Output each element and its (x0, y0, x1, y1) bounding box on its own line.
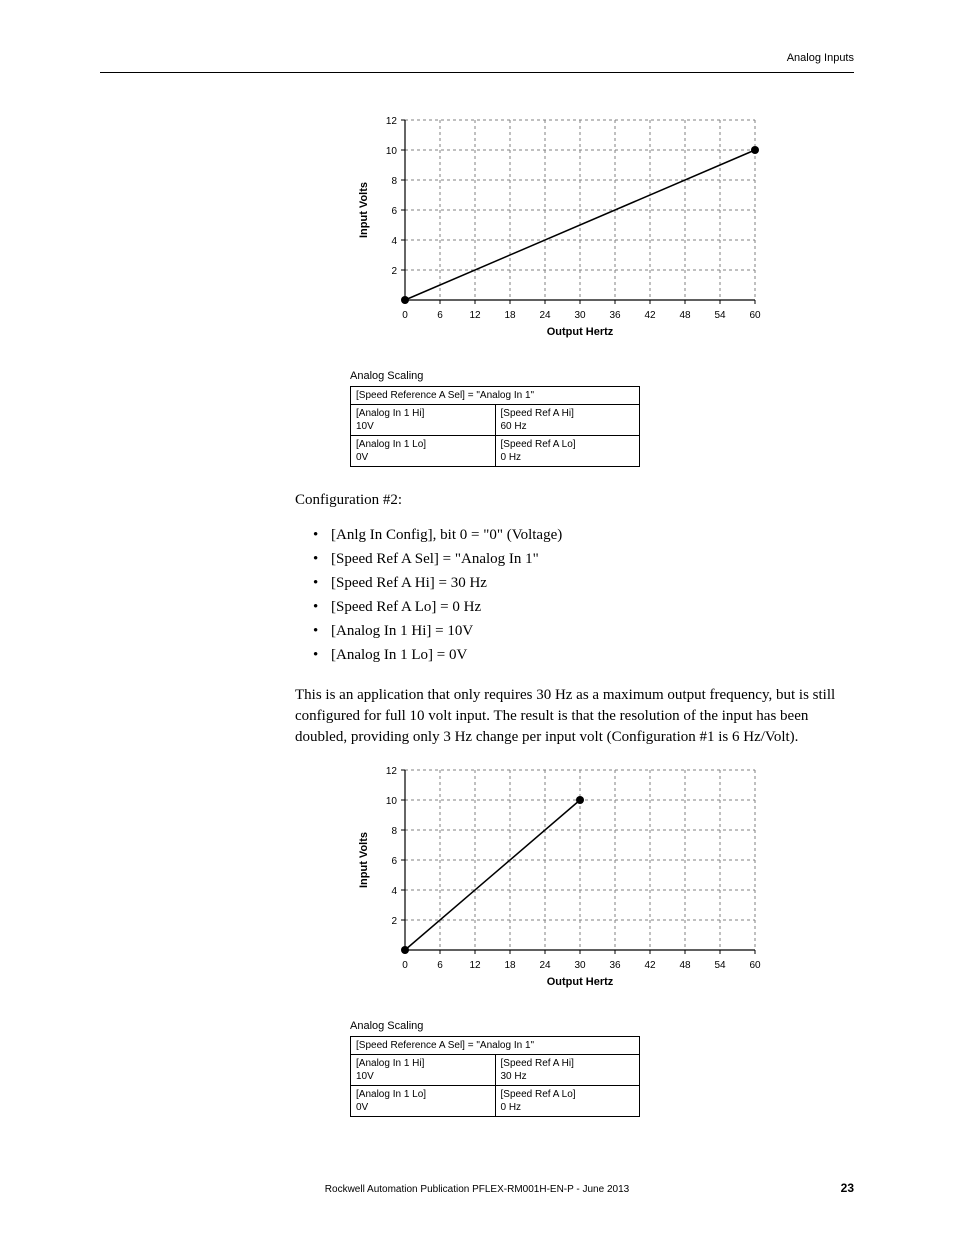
chart-1: 2468101206121824303642485460Output Hertz… (350, 110, 855, 345)
svg-text:30: 30 (574, 960, 586, 971)
config-title: Configuration #2: (295, 492, 855, 509)
svg-text:Input Volts: Input Volts (358, 832, 370, 888)
svg-text:18: 18 (504, 310, 516, 321)
chart-2: 2468101206121824303642485460Output Hertz… (350, 760, 855, 995)
svg-text:10: 10 (386, 796, 398, 807)
analog-scaling-table-1: Analog Scaling [Speed Reference A Sel] =… (350, 370, 855, 467)
svg-text:48: 48 (679, 960, 691, 971)
table-cell: [Speed Ref A Lo]0 Hz (495, 1086, 640, 1117)
svg-text:36: 36 (609, 960, 621, 971)
param-item: [Speed Ref A Hi] = 30 Hz (313, 571, 855, 595)
param-item: [Speed Ref A Sel] = "Analog In 1" (313, 547, 855, 571)
param-list: [Anlg In Config], bit 0 = "0" (Voltage)[… (295, 523, 855, 667)
svg-text:42: 42 (644, 310, 656, 321)
svg-text:0: 0 (402, 960, 408, 971)
svg-text:Output Hertz: Output Hertz (547, 326, 614, 338)
svg-text:60: 60 (749, 310, 761, 321)
table-cell: [Analog In 1 Lo]0V (351, 436, 496, 467)
svg-text:2: 2 (391, 916, 397, 927)
svg-text:18: 18 (504, 960, 516, 971)
svg-text:48: 48 (679, 310, 691, 321)
table-header-row: [Speed Reference A Sel] = "Analog In 1" (351, 1037, 640, 1055)
table-cell: [Analog In 1 Hi]10V (351, 1055, 496, 1086)
svg-text:54: 54 (714, 960, 726, 971)
svg-text:4: 4 (391, 236, 397, 247)
param-item: [Analog In 1 Hi] = 10V (313, 619, 855, 643)
param-item: [Analog In 1 Lo] = 0V (313, 643, 855, 667)
svg-text:6: 6 (391, 206, 397, 217)
table-cell: [Analog In 1 Hi]10V (351, 405, 496, 436)
svg-text:30: 30 (574, 310, 586, 321)
svg-text:2: 2 (391, 266, 397, 277)
svg-text:12: 12 (386, 766, 398, 777)
svg-text:6: 6 (437, 960, 443, 971)
svg-text:12: 12 (469, 310, 481, 321)
table-cell: [Speed Ref A Hi]60 Hz (495, 405, 640, 436)
svg-text:12: 12 (469, 960, 481, 971)
svg-text:6: 6 (437, 310, 443, 321)
page-number: 23 (841, 1181, 854, 1195)
table-cell: [Speed Ref A Hi]30 Hz (495, 1055, 640, 1086)
param-item: [Anlg In Config], bit 0 = "0" (Voltage) (313, 523, 855, 547)
svg-text:0: 0 (402, 310, 408, 321)
svg-text:6: 6 (391, 856, 397, 867)
header-rule (100, 72, 854, 73)
svg-text:8: 8 (391, 176, 397, 187)
page-header-title: Analog Inputs (787, 52, 854, 64)
svg-text:36: 36 (609, 310, 621, 321)
svg-text:12: 12 (386, 116, 398, 127)
footer-publication: Rockwell Automation Publication PFLEX-RM… (0, 1184, 954, 1195)
svg-text:42: 42 (644, 960, 656, 971)
config-description: This is an application that only require… (295, 685, 855, 748)
table-header-row: [Speed Reference A Sel] = "Analog In 1" (351, 387, 640, 405)
svg-text:Input Volts: Input Volts (358, 182, 370, 238)
analog-scaling-table-2: Analog Scaling [Speed Reference A Sel] =… (350, 1020, 855, 1117)
svg-text:60: 60 (749, 960, 761, 971)
svg-text:8: 8 (391, 826, 397, 837)
table-caption: Analog Scaling (350, 370, 855, 382)
svg-text:4: 4 (391, 886, 397, 897)
table-cell: [Analog In 1 Lo]0V (351, 1086, 496, 1117)
table-caption: Analog Scaling (350, 1020, 855, 1032)
param-item: [Speed Ref A Lo] = 0 Hz (313, 595, 855, 619)
svg-text:Output Hertz: Output Hertz (547, 976, 614, 988)
svg-text:10: 10 (386, 146, 398, 157)
svg-text:24: 24 (539, 960, 551, 971)
svg-text:54: 54 (714, 310, 726, 321)
svg-text:24: 24 (539, 310, 551, 321)
table-cell: [Speed Ref A Lo]0 Hz (495, 436, 640, 467)
